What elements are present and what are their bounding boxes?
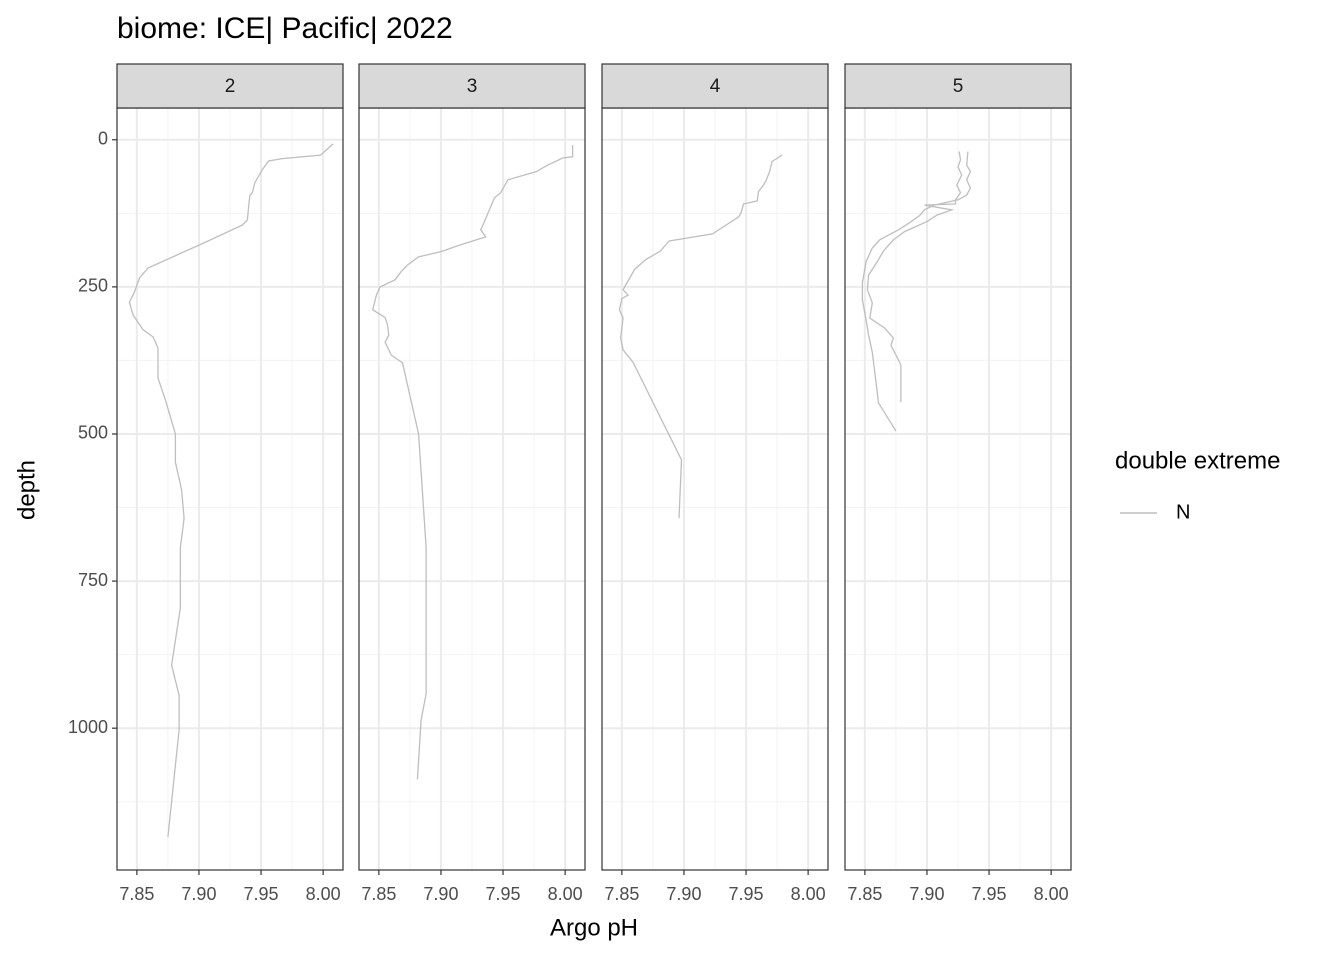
strip [601,63,829,109]
x-tick-label: 7.95 [486,884,521,904]
x-tick-label: 8.00 [306,884,341,904]
x-tick-label: 8.00 [1034,884,1069,904]
strip [358,63,586,109]
strip-label: 5 [953,76,964,97]
x-tick-label: 7.90 [909,884,944,904]
x-tick-label: 8.00 [548,884,583,904]
x-tick-label: 7.95 [729,884,764,904]
strip-label: 3 [467,76,478,97]
chart-title: biome: ICE| Pacific| 2022 [117,12,453,45]
strip-label: 2 [225,76,236,97]
x-tick-label: 7.85 [361,884,396,904]
x-tick-label: 7.85 [604,884,639,904]
x-tick-label: 7.90 [666,884,701,904]
profile-line [861,151,972,432]
profile-line [618,154,783,519]
x-tick-label: 7.90 [181,884,216,904]
x-tick-label: 7.95 [244,884,279,904]
y-tick-label: 1000 [68,717,108,737]
profile-line [128,143,334,838]
x-tick-label: 8.00 [791,884,826,904]
y-tick-label: 500 [78,423,108,443]
y-tick-label: 250 [78,276,108,296]
profile-line [371,145,574,780]
x-tick-label: 7.85 [847,884,882,904]
x-axis-label: Argo pH [550,914,638,941]
y-tick-label: 0 [98,129,108,149]
strip [116,63,344,109]
legend-title: double extreme [1115,447,1280,474]
profile-line [866,151,963,403]
legend-label: N [1176,501,1190,523]
y-axis-label: depth [13,460,40,520]
x-tick-label: 7.90 [423,884,458,904]
x-tick-label: 7.95 [972,884,1007,904]
strip [844,63,1072,109]
y-tick-label: 750 [78,570,108,590]
strip-label: 4 [710,76,721,97]
x-tick-label: 7.85 [119,884,154,904]
